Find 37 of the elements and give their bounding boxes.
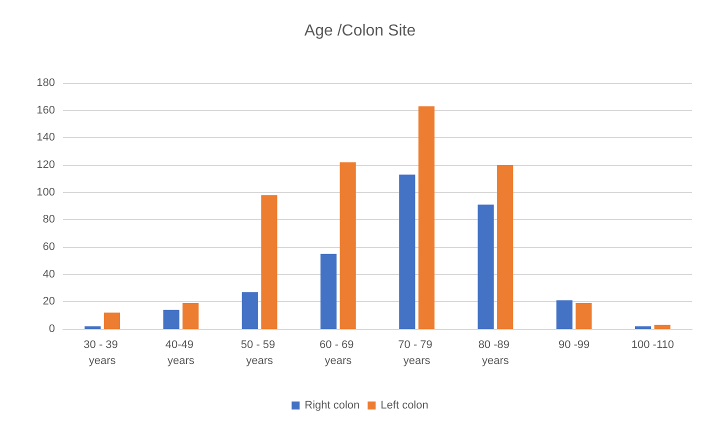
bar bbox=[418, 106, 435, 329]
x-tick-label: 90 -99 bbox=[558, 339, 590, 351]
x-tick-label: 40-49 years bbox=[165, 339, 197, 367]
y-tick-label: 100 bbox=[36, 186, 55, 198]
bar bbox=[84, 326, 101, 329]
bar bbox=[242, 292, 258, 329]
bar bbox=[261, 195, 278, 329]
y-tick-label: 60 bbox=[42, 241, 55, 253]
bar bbox=[182, 303, 199, 329]
y-tick-label: 20 bbox=[42, 296, 55, 308]
bar bbox=[163, 310, 180, 329]
bar bbox=[399, 174, 416, 329]
bar bbox=[497, 165, 514, 329]
bar bbox=[634, 326, 652, 329]
y-tick-label: 160 bbox=[36, 104, 55, 116]
bar bbox=[654, 324, 670, 329]
y-tick-label: 140 bbox=[36, 132, 55, 144]
x-tick-label: 60 - 69 years bbox=[320, 339, 357, 367]
chart-title: Age /Colon Site bbox=[304, 22, 416, 40]
y-tick-label: 120 bbox=[36, 159, 55, 171]
y-tick-label: 40 bbox=[42, 268, 55, 280]
x-tick-label: 80 -89 years bbox=[478, 339, 513, 367]
x-tick-label: 50 - 59 years bbox=[240, 339, 278, 367]
bar bbox=[576, 303, 592, 329]
x-tick-label: 70 - 79 years bbox=[398, 339, 436, 367]
y-tick-label: 80 bbox=[42, 214, 55, 226]
x-tick-label: 30 - 39 years bbox=[84, 339, 121, 367]
y-tick-label: 180 bbox=[36, 77, 55, 89]
bar bbox=[556, 300, 572, 329]
legend-label: Left colon bbox=[380, 400, 428, 412]
y-tick-label: 0 bbox=[48, 323, 55, 335]
bar bbox=[320, 254, 337, 329]
bar bbox=[340, 162, 356, 329]
bar bbox=[104, 312, 120, 329]
x-tick-label: 100 -110 bbox=[631, 339, 674, 351]
bar bbox=[478, 204, 494, 329]
legend-label: Right colon bbox=[304, 400, 360, 412]
